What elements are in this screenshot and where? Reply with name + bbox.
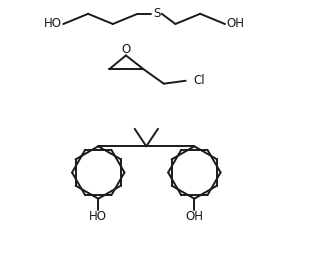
Text: HO: HO bbox=[44, 18, 62, 31]
Text: OH: OH bbox=[185, 210, 203, 223]
Text: Cl: Cl bbox=[194, 74, 205, 87]
Text: O: O bbox=[121, 43, 131, 56]
Text: OH: OH bbox=[226, 18, 244, 31]
Text: HO: HO bbox=[89, 210, 107, 223]
Text: S: S bbox=[153, 7, 160, 20]
